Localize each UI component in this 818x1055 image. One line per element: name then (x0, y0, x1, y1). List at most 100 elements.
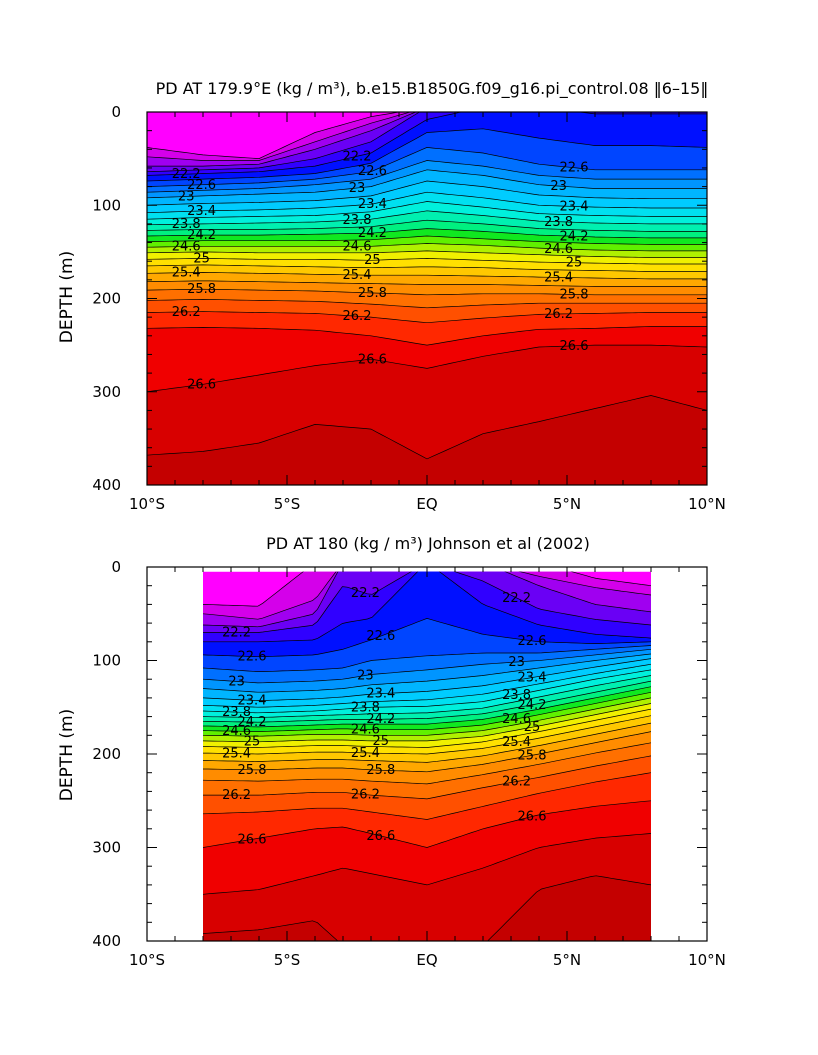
contour-label: 24.2 (187, 228, 216, 243)
contour-label: 24.6 (172, 240, 201, 255)
contour-label: 23.8 (544, 215, 573, 230)
contour-line (147, 311, 707, 324)
contour-label: 25.8 (366, 763, 395, 778)
contour-label: 24.2 (238, 715, 267, 730)
contour-label: 24.6 (351, 723, 380, 738)
contour-label: 25 (524, 720, 541, 735)
contour-line (147, 235, 707, 245)
contour-line (147, 169, 707, 199)
y-tick-label: 0 (111, 558, 121, 576)
contour-label: 23.4 (187, 204, 216, 219)
y-axis-label: DEPTH (m) (57, 251, 77, 343)
contour-line (203, 680, 651, 723)
contour-line (203, 697, 651, 737)
contour-line (147, 147, 707, 187)
contour-line (203, 715, 651, 755)
contour-line (203, 571, 651, 628)
contour-label: 24.6 (222, 724, 251, 739)
contour-band (203, 875, 651, 941)
contour-line (147, 112, 412, 161)
contour-line (147, 258, 707, 265)
contour-line (147, 112, 421, 173)
y-tick-label: 100 (92, 652, 121, 670)
contour-line (147, 160, 707, 193)
contour-label: 25 (373, 734, 390, 749)
contour-line (147, 180, 707, 206)
y-tick-label: 400 (92, 932, 121, 950)
contour-line (203, 571, 651, 633)
x-tick-label: 5°S (274, 495, 301, 513)
contour-line (203, 653, 651, 693)
contour-line (203, 669, 651, 714)
contour-label: 25.8 (238, 763, 267, 778)
contour-label: 24.6 (544, 242, 573, 257)
contour-label: 24.2 (366, 712, 395, 727)
contour-fills (147, 112, 707, 485)
contour-label: 23.4 (358, 197, 387, 212)
contour-line (147, 299, 707, 309)
contour-label: 24.2 (358, 226, 387, 241)
contour-label: 22.6 (238, 650, 267, 665)
contour-line (147, 112, 402, 159)
contour-line (203, 618, 651, 658)
y-tick-label: 400 (92, 476, 121, 494)
contour-label: 26.6 (238, 832, 267, 847)
contour-label: 25 (364, 253, 381, 268)
contour-label: 22.6 (518, 634, 547, 649)
panel-model: PD AT 179.9°E (kg / m³), b.e15.B1850G.f0… (57, 79, 726, 513)
contour-label: 22.2 (502, 591, 531, 606)
contour-label: 23 (550, 179, 567, 194)
contour-label: 25 (193, 251, 210, 266)
contour-label: 23.4 (238, 693, 267, 708)
contour-label: 23.8 (502, 688, 531, 703)
x-tick-label: 10°N (688, 495, 726, 513)
y-tick-label: 300 (92, 383, 121, 401)
x-tick-label: 10°S (129, 951, 165, 969)
contour-label: 25.8 (560, 287, 589, 302)
contour-line (203, 663, 651, 708)
contour-label: 25.4 (172, 266, 201, 281)
contour-line (147, 219, 707, 232)
contour-line (147, 326, 707, 346)
panel-title: PD AT 180 (kg / m³) Johnson et al (2002) (266, 534, 590, 553)
contour-label: 24.2 (518, 698, 547, 713)
contour-label: 23 (349, 181, 366, 196)
x-tick-label: 5°S (274, 951, 301, 969)
contour-label: 25.8 (518, 748, 547, 763)
contour-label: 26.2 (343, 309, 372, 324)
contour-line (147, 210, 707, 226)
contour-band (147, 395, 707, 485)
contour-label: 23.4 (560, 199, 589, 214)
contour-line (203, 675, 651, 718)
contour-label: 23.8 (222, 705, 251, 720)
contour-label: 23.8 (351, 701, 380, 716)
contour-line (147, 112, 417, 167)
contour-line (203, 571, 651, 620)
contour-line (147, 243, 707, 252)
x-tick-label: EQ (416, 495, 437, 513)
contour-line (203, 875, 651, 941)
contour-line (203, 731, 651, 773)
contour-label: 22.2 (351, 586, 380, 601)
contour-label: 22.6 (187, 178, 216, 193)
contour-label: 25.4 (544, 270, 573, 285)
contour-line (203, 658, 651, 701)
contour-line (147, 228, 707, 239)
contour-label: 22.2 (343, 149, 372, 164)
panel-observations: PD AT 180 (kg / m³) Johnson et al (2002)… (57, 534, 726, 969)
contour-line (203, 648, 651, 684)
x-tick-label: 5°N (553, 495, 581, 513)
contour-label: 22.6 (358, 164, 387, 179)
contour-label: 23 (228, 674, 245, 689)
contour-label: 23 (508, 655, 525, 670)
x-tick-label: 10°N (688, 951, 726, 969)
y-tick-label: 300 (92, 839, 121, 857)
y-tick-label: 200 (92, 290, 121, 308)
y-axis-label: DEPTH (m) (57, 709, 77, 801)
contour-line (147, 128, 707, 182)
x-tick-label: 5°N (553, 951, 581, 969)
contour-label: 22.6 (366, 629, 395, 644)
